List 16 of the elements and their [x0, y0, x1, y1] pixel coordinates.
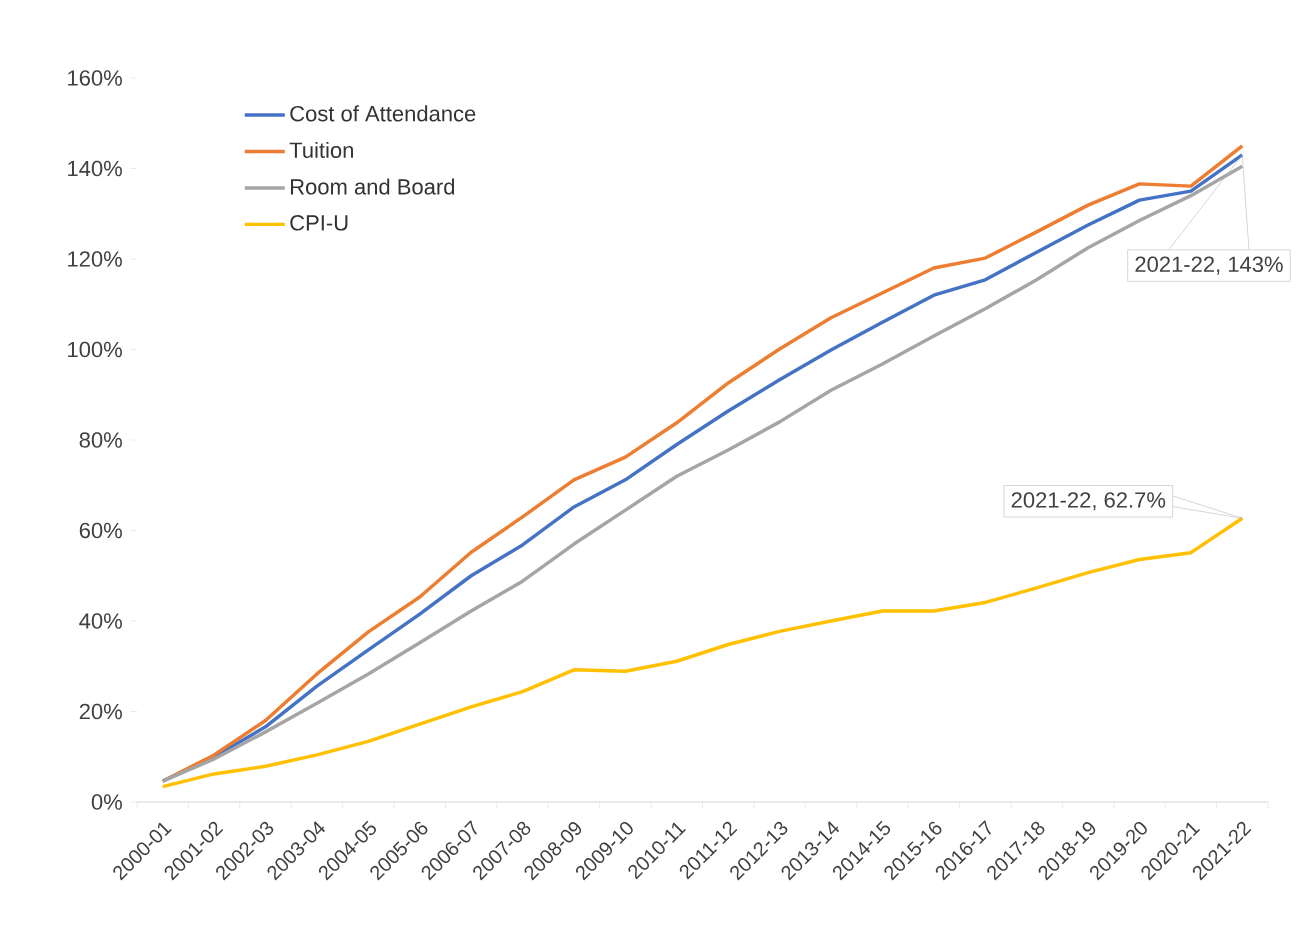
legend-label: CPI-U	[290, 215, 348, 231]
y-tick-label: 40%	[79, 613, 122, 629]
annotation: 2021-22, 62.7%	[1011, 492, 1166, 511]
y-tick-label: 80%	[79, 432, 122, 448]
y-tick-label: 100%	[68, 341, 122, 358]
line-series	[160, 516, 1245, 789]
y-tick-label: 140%	[68, 160, 122, 177]
y-tick-label: 120%	[68, 251, 122, 267]
y-tick-label: 160%	[68, 70, 122, 86]
legend-label: Room and Board	[290, 178, 455, 195]
legend-label: Tuition	[289, 141, 353, 159]
y-tick-label: 60%	[79, 522, 122, 539]
legend-label: Cost of Attendance	[290, 105, 476, 122]
y-tick-label: 0%	[91, 794, 122, 810]
y-tick-label: 20%	[79, 703, 122, 720]
annotation: 2021-22, 143%	[1135, 256, 1283, 275]
